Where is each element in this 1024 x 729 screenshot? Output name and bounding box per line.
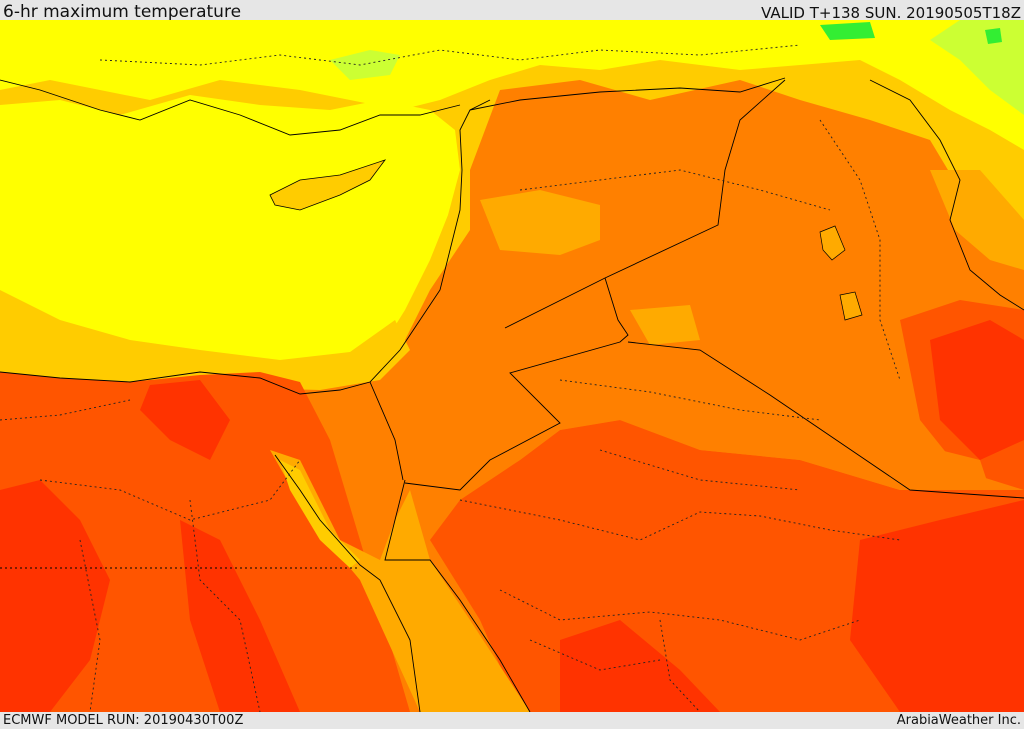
border-egypt-israel [369, 381, 404, 481]
hottest-arabia-south [560, 620, 720, 712]
med-coastal-band [0, 290, 410, 390]
model-run-label: ECMWF MODEL RUN: 20190430T00Z [3, 713, 244, 728]
cool-spot-3 [985, 28, 1002, 44]
red-sea-coastline [274, 454, 531, 712]
cool-spot-1 [330, 50, 400, 80]
red-sea [270, 450, 530, 712]
cyprus [269, 159, 387, 211]
hottest-east [930, 320, 1024, 460]
hottest-egypt-east [140, 380, 230, 460]
internal-boundaries [0, 44, 901, 712]
header-bar: 6-hr maximum temperature VALID T+138 SUN… [0, 0, 1024, 22]
mediterranean-coastline [0, 99, 491, 395]
footer-bar: ECMWF MODEL RUN: 20190430T00Z ArabiaWeat… [0, 712, 1024, 729]
warm-mesopotamia [450, 320, 990, 490]
turkey-coastline [0, 79, 461, 136]
warm-patch-jordan [630, 305, 700, 345]
cool-north-zone [930, 20, 1024, 115]
border-turkey-syria [469, 77, 786, 111]
mediterranean-sea [0, 95, 460, 375]
border-iraq-iran [869, 79, 1024, 311]
map-title: 6-hr maximum temperature [3, 2, 242, 22]
warm-patch-syria [480, 190, 600, 255]
border-syria-iraq [504, 79, 786, 329]
border-iraq-saudi [627, 341, 1024, 499]
credit-label: ArabiaWeather Inc. [896, 713, 1021, 728]
cool-spot-2 [820, 22, 875, 40]
lake-1 [819, 225, 846, 261]
warm-patch-iraq [930, 170, 1024, 270]
mild-north-zone [0, 20, 1024, 150]
valid-time: VALID T+138 SUN. 20190505T18Z [761, 4, 1021, 22]
temperature-map [0, 20, 1024, 712]
gulf-of-suez [280, 460, 360, 568]
lake-2 [839, 291, 863, 321]
hottest-egypt-west [0, 480, 110, 712]
hottest-arabia [850, 500, 1024, 712]
border-jordan [404, 277, 629, 491]
